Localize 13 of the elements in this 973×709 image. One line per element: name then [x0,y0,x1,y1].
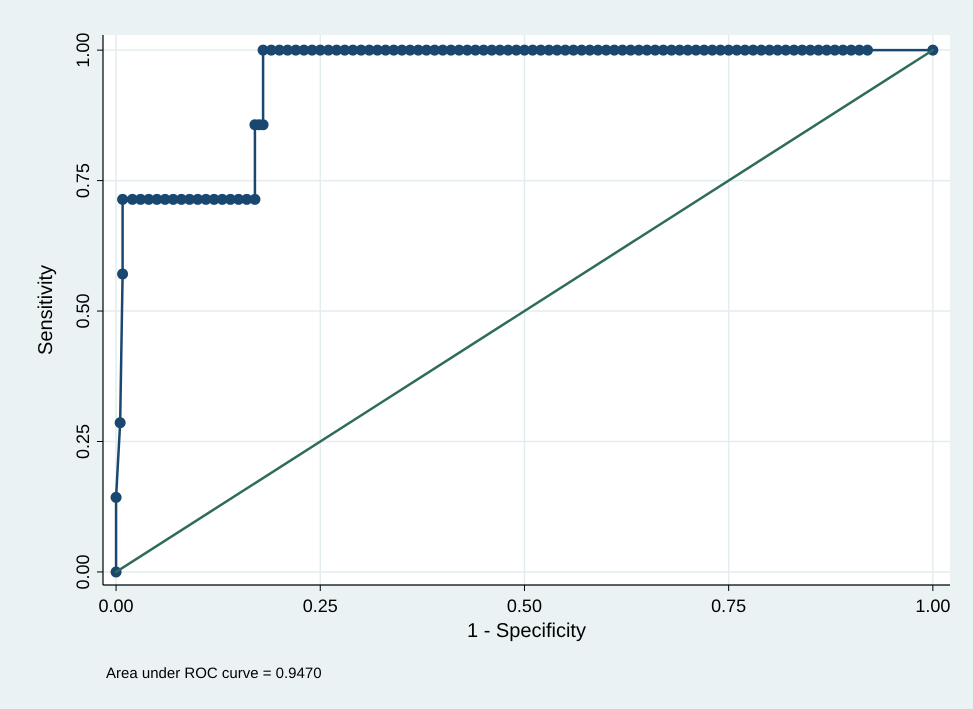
x-tick-label: 0.25 [302,596,338,616]
y-tick-label: 0.50 [73,294,93,329]
y-tick-label: 0.00 [73,554,93,590]
x-tick-label: 0.00 [98,596,134,616]
x-tick-label: 0.50 [506,596,542,616]
x-tick-label: 1.00 [915,596,950,616]
y-tick-label: 1.00 [73,32,93,68]
y-axis-title: Sensitivity [35,264,57,356]
y-tick-label: 0.25 [73,424,93,460]
x-axis-title: 1 - Specificity [467,620,586,642]
text: Area under ROC curve = 0.9470 [106,665,322,682]
y-tick-label: 0.75 [73,163,93,198]
x-tick-label: 0.75 [711,596,746,616]
